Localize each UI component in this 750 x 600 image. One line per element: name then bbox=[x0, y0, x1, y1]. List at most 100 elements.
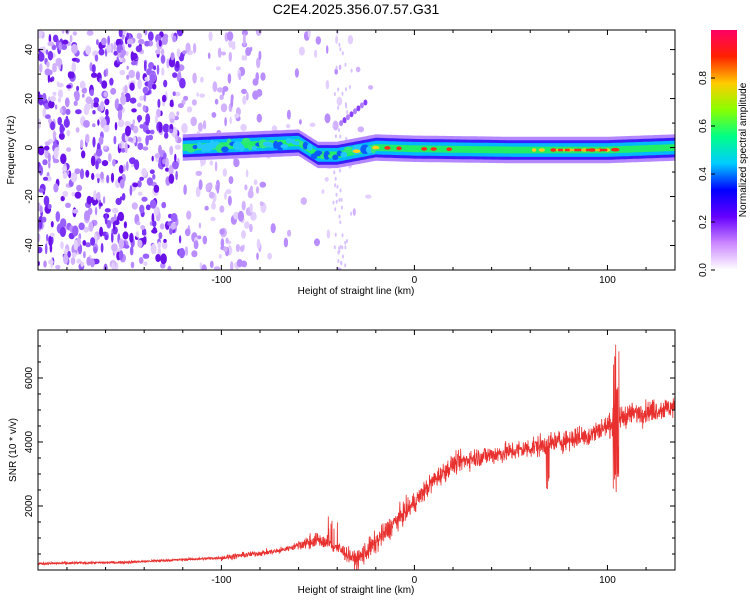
noise-blob bbox=[241, 30, 248, 36]
noise-blob bbox=[184, 246, 189, 256]
noise-blob bbox=[71, 252, 77, 258]
noise-blob bbox=[95, 160, 99, 170]
noise-blob bbox=[298, 46, 305, 56]
noise-blob bbox=[191, 250, 198, 258]
noise-blob bbox=[72, 225, 79, 237]
noise-blob bbox=[130, 261, 135, 269]
noise-blob bbox=[80, 261, 84, 267]
noise-blob bbox=[124, 84, 128, 94]
noise-blob bbox=[118, 250, 124, 261]
noise-blob bbox=[57, 82, 64, 88]
noise-blob bbox=[325, 80, 330, 90]
noise-blob bbox=[228, 176, 234, 185]
noise-blob bbox=[143, 261, 148, 266]
noise-blob bbox=[42, 92, 47, 102]
band-hotspot bbox=[571, 148, 576, 152]
noise-blob bbox=[76, 258, 82, 264]
noise-blob bbox=[136, 114, 143, 122]
noise-blob bbox=[309, 122, 316, 128]
noise-blob bbox=[221, 51, 226, 56]
noise-blob bbox=[53, 183, 59, 193]
noise-blob bbox=[43, 260, 47, 268]
noise-blob bbox=[119, 179, 125, 189]
band-hotspot bbox=[372, 145, 380, 150]
noise-blob bbox=[353, 108, 357, 115]
noise-blob bbox=[55, 211, 61, 222]
noise-blob bbox=[219, 94, 224, 101]
noise-blob bbox=[91, 64, 96, 74]
noise-blob bbox=[144, 30, 148, 36]
noise-blob bbox=[86, 30, 94, 36]
noise-blob bbox=[338, 64, 342, 71]
noise-blob bbox=[79, 80, 86, 89]
y-tick-label: -40 bbox=[24, 238, 35, 253]
noise-blob bbox=[60, 241, 64, 250]
noise-blob bbox=[334, 176, 337, 181]
noise-blob bbox=[129, 82, 135, 91]
noise-blob bbox=[106, 219, 112, 229]
noise-blob bbox=[117, 109, 123, 121]
noise-blob bbox=[160, 253, 167, 265]
band-hotspot bbox=[610, 147, 620, 152]
noise-blob bbox=[123, 244, 130, 249]
snr-x-label: Height of straight line (km) bbox=[298, 585, 415, 596]
noise-blob bbox=[38, 246, 43, 254]
noise-blob bbox=[249, 203, 253, 213]
band-hotspot bbox=[352, 149, 361, 153]
noise-blob bbox=[168, 164, 174, 176]
noise-blob bbox=[58, 41, 63, 51]
noise-blob bbox=[105, 108, 109, 117]
noise-blob bbox=[181, 123, 188, 134]
noise-blob bbox=[245, 47, 252, 56]
noise-blob bbox=[321, 189, 325, 194]
noise-blob bbox=[44, 243, 48, 255]
spectrogram-y-label: Frequency (Hz) bbox=[6, 116, 17, 185]
noise-blob bbox=[118, 143, 122, 149]
noise-blob bbox=[178, 235, 182, 244]
noise-blob bbox=[73, 100, 78, 107]
band-hotspot bbox=[569, 148, 573, 152]
noise-blob bbox=[283, 237, 289, 248]
noise-blob bbox=[90, 237, 96, 246]
noise-blob bbox=[70, 172, 77, 183]
noise-blob bbox=[113, 135, 117, 145]
noise-blob bbox=[156, 108, 161, 118]
noise-blob bbox=[153, 206, 159, 216]
noise-blob bbox=[160, 48, 165, 56]
band-blob bbox=[299, 140, 304, 146]
noise-blob bbox=[120, 94, 127, 105]
noise-blob bbox=[239, 245, 245, 252]
noise-blob bbox=[75, 109, 82, 115]
noise-blob bbox=[60, 218, 67, 228]
noise-blob bbox=[260, 72, 266, 81]
band-hotspot bbox=[564, 148, 569, 152]
band-blob bbox=[226, 138, 232, 149]
noise-blob bbox=[228, 51, 232, 62]
noise-blob bbox=[334, 68, 339, 75]
noise-blob bbox=[324, 177, 329, 182]
y-tick-label: 2000 bbox=[24, 494, 35, 517]
noise-blob bbox=[163, 79, 168, 88]
noise-blob bbox=[174, 91, 181, 97]
noise-blob bbox=[246, 91, 249, 101]
noise-blob bbox=[41, 216, 47, 223]
colorbar: 0.0 0.2 0.4 0.6 0.8 Normalized spectral ampl… bbox=[698, 30, 749, 277]
noise-blob bbox=[339, 134, 342, 139]
noise-blob bbox=[129, 157, 136, 165]
noise-blob bbox=[204, 205, 209, 211]
noise-blob bbox=[326, 45, 329, 54]
band-blob bbox=[307, 143, 313, 151]
noise-blob bbox=[162, 123, 170, 133]
noise-blob bbox=[159, 223, 165, 230]
noise-blob bbox=[230, 94, 234, 102]
band-hotspot bbox=[567, 148, 571, 152]
noise-blob bbox=[74, 90, 80, 102]
noise-blob bbox=[106, 174, 110, 184]
noise-blob bbox=[224, 117, 227, 127]
noise-blob bbox=[93, 97, 100, 104]
noise-blob bbox=[161, 67, 165, 76]
noise-blob bbox=[103, 263, 108, 270]
noise-blob bbox=[155, 114, 158, 124]
snr-panel: -100 0 100 2000 4000 6000 Height of straight… bbox=[8, 329, 676, 596]
band-hotspot bbox=[430, 147, 437, 151]
